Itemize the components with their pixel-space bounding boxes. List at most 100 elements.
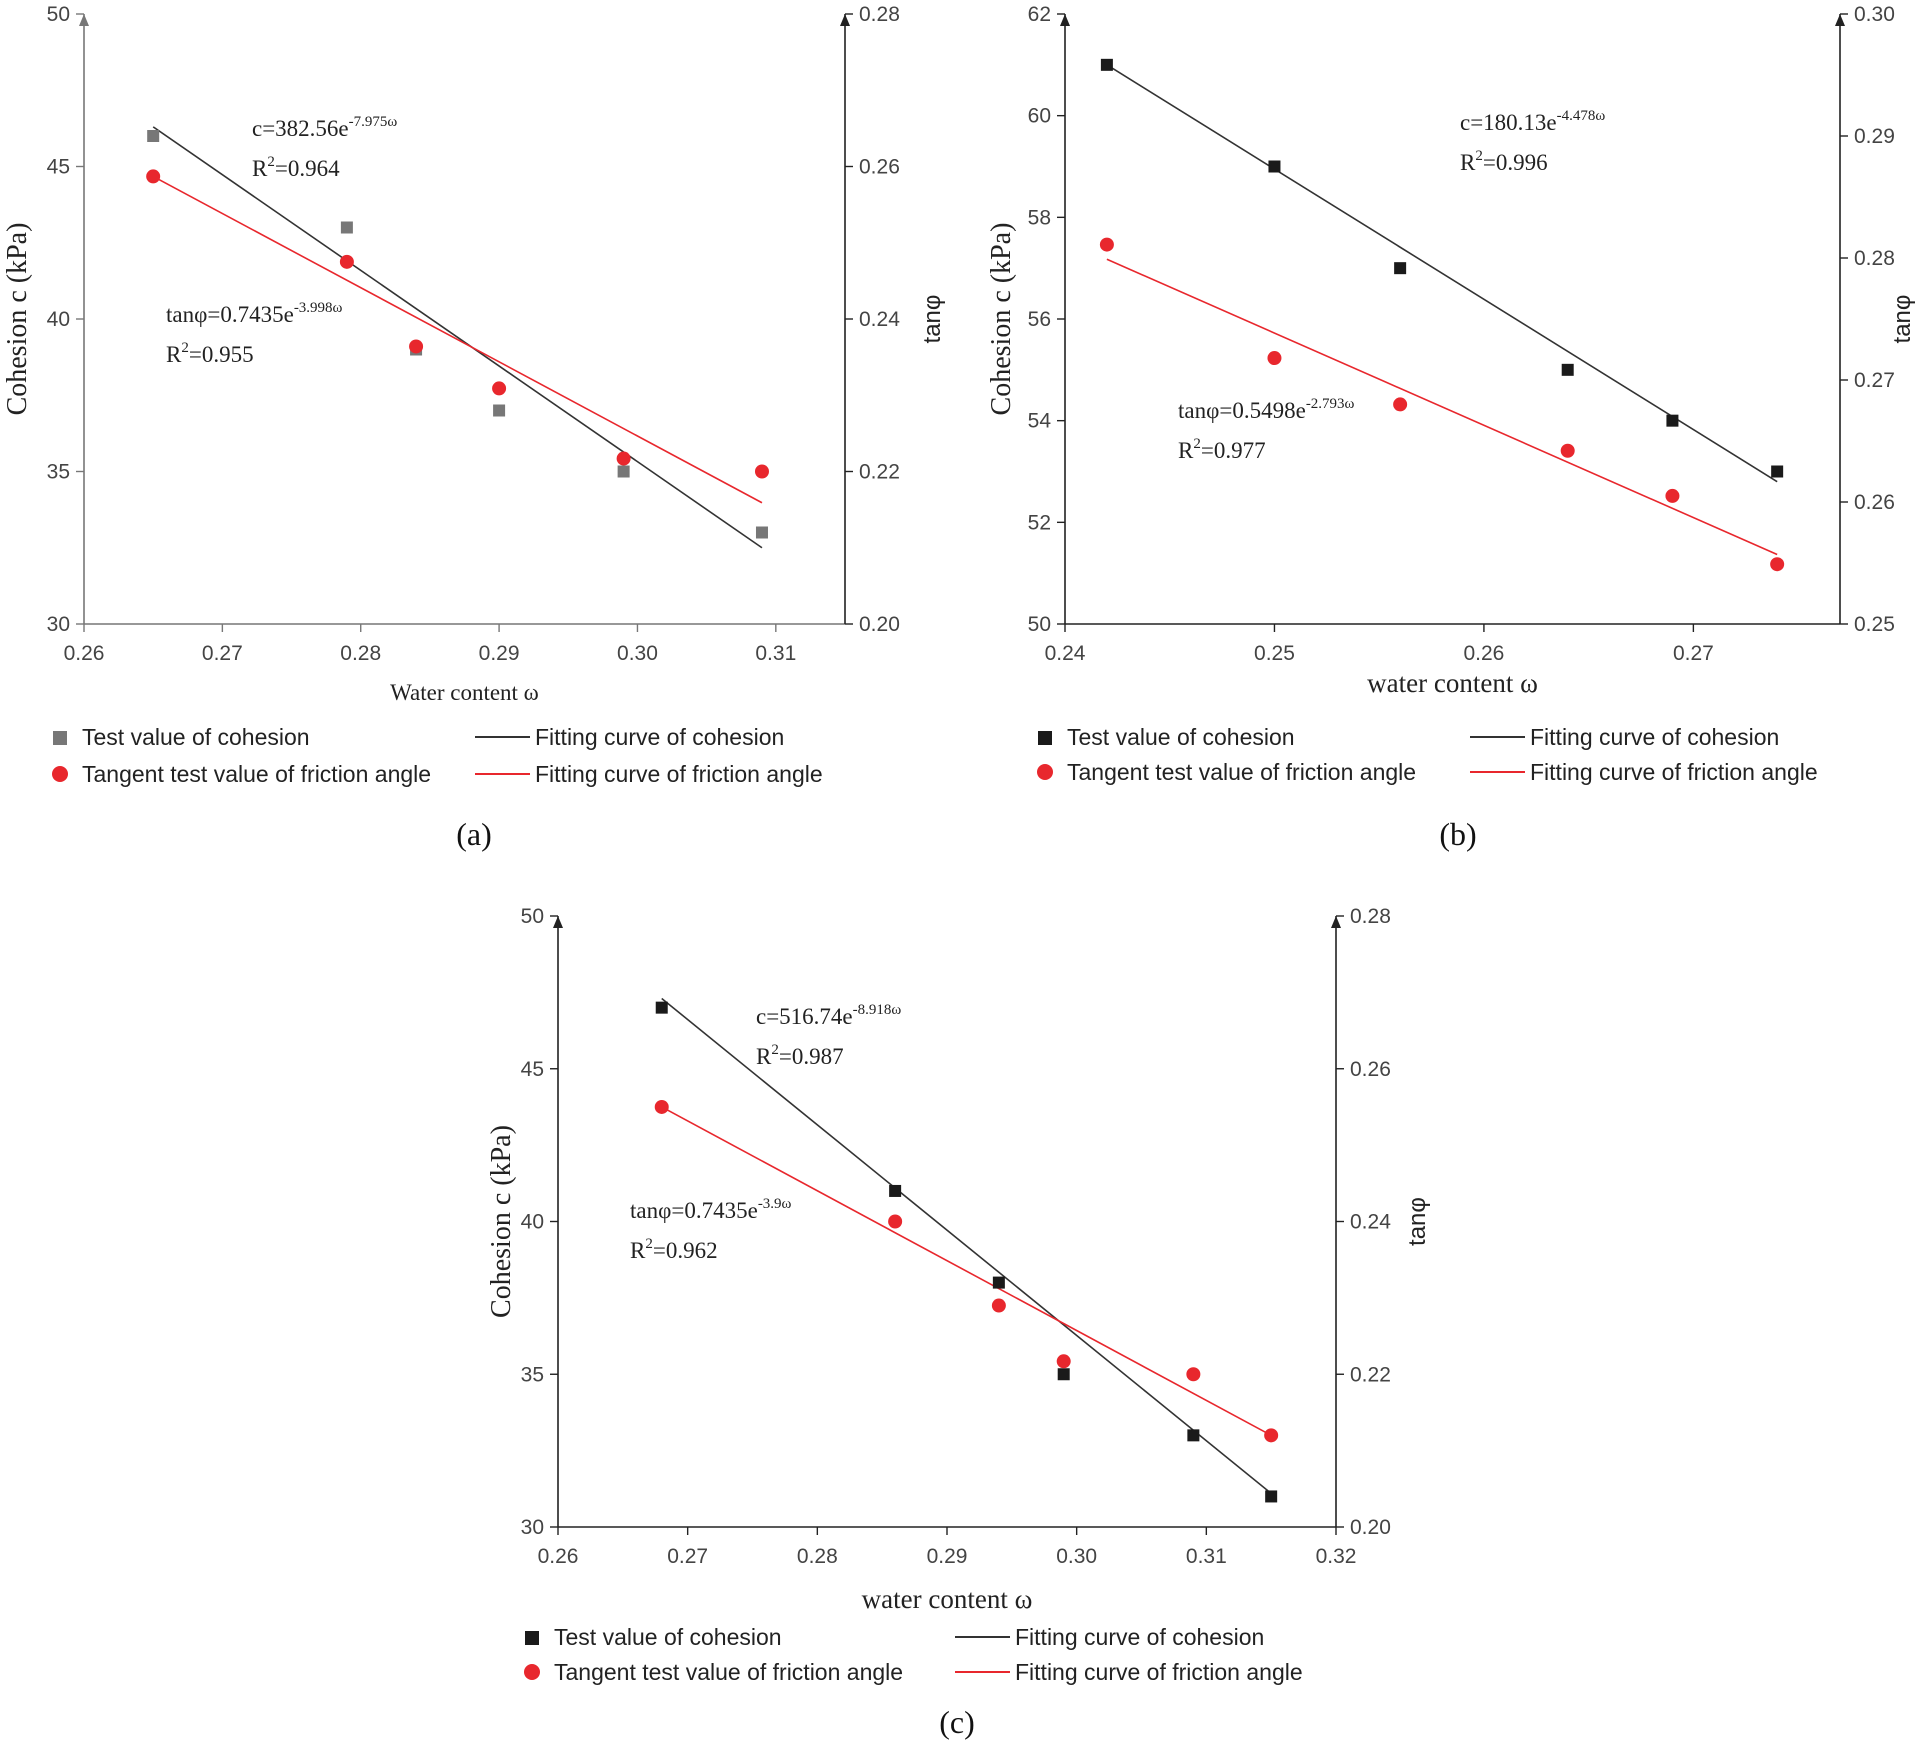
- friction-point: [146, 169, 161, 184]
- chart-panel-c: 0.26 0.27 0.28 0.29 0.30 0.31 0.32 30 35 40 45 50 0.…: [486, 905, 1431, 1740]
- right-y-axis-title: tanφ: [1404, 1197, 1431, 1246]
- friction-fit-line: [1106, 258, 1778, 556]
- cohesion-point: [1666, 414, 1679, 427]
- right-y-tick-label: 0.24: [1350, 1211, 1391, 1234]
- left-y-tick-label: 60: [1028, 105, 1051, 128]
- friction-r-squared: R2=0.977: [1178, 436, 1266, 463]
- x-tick-label: 0.28: [340, 642, 381, 665]
- left-y-axis-title: Cohesion c (kPa): [2, 223, 33, 416]
- r-squared-base: R: [630, 1238, 646, 1263]
- left-axis-arrow-icon: [553, 916, 563, 928]
- friction-point: [1665, 488, 1680, 503]
- friction-fit-line: [661, 1106, 1272, 1437]
- legend-friction-marker: [524, 1664, 540, 1680]
- legend-friction-fit-label: Fitting curve of friction angle: [1015, 1659, 1303, 1685]
- cohesion-point: [1771, 465, 1784, 478]
- cohesion-equation: c=180.13e-4.478ω: [1460, 108, 1605, 135]
- equation-exponent: -7.975ω: [349, 114, 398, 130]
- friction-equation: tanφ=0.7435e-3.9ω: [630, 1196, 792, 1223]
- cohesion-point: [992, 1276, 1005, 1289]
- r-squared-base: R: [1460, 150, 1476, 175]
- r-squared-value: =0.964: [275, 156, 340, 181]
- friction-point: [1056, 1354, 1071, 1369]
- cohesion-fit-line: [1106, 64, 1778, 483]
- right-axis-arrow-icon: [1835, 14, 1845, 26]
- friction-point: [1770, 557, 1785, 572]
- r-squared-superscript: 2: [267, 154, 275, 170]
- legend: Test value of cohesion Tangent test value…: [524, 1624, 1303, 1685]
- panel-label: (b): [1439, 816, 1476, 852]
- cohesion-fit-line: [152, 126, 763, 549]
- left-y-tick-label: 40: [521, 1211, 544, 1234]
- cohesion-equation: c=382.56e-7.975ω: [252, 114, 397, 141]
- cohesion-r-squared: R2=0.987: [756, 1042, 844, 1069]
- x-tick-label: 0.31: [755, 642, 796, 665]
- legend: Test value of cohesion Tangent test value…: [52, 724, 823, 787]
- r-squared-base: R: [756, 1044, 772, 1069]
- equation-base: c=382.56e: [252, 116, 349, 141]
- right-y-tick-label: 0.20: [1350, 1516, 1391, 1539]
- right-y-tick-label: 0.26: [859, 156, 900, 179]
- right-y-axis-title: tanφ: [1889, 295, 1916, 344]
- x-tick-label: 0.26: [1463, 642, 1504, 665]
- cohesion-r-squared: R2=0.964: [252, 154, 340, 181]
- cohesion-r-squared: R2=0.996: [1460, 148, 1548, 175]
- equation-exponent: -3.998ω: [294, 300, 343, 316]
- r-squared-base: R: [1178, 438, 1194, 463]
- equation-exponent: -2.793ω: [1306, 396, 1355, 412]
- left-y-tick-label: 35: [521, 1363, 544, 1386]
- legend-friction-test-label: Tangent test value of friction angle: [554, 1659, 903, 1685]
- legend-friction-fit-label: Fitting curve of friction angle: [1530, 759, 1818, 785]
- cohesion-point: [1265, 1490, 1278, 1503]
- left-y-tick-label: 45: [521, 1058, 544, 1081]
- left-y-tick-label: 35: [47, 461, 70, 484]
- legend-cohesion-test-label: Test value of cohesion: [1067, 724, 1295, 750]
- left-y-tick-label: 50: [1028, 613, 1051, 636]
- friction-point: [1393, 397, 1408, 412]
- x-tick-label: 0.30: [1056, 1545, 1097, 1568]
- chart-panel-a: 0.26 0.27 0.28 0.29 0.30 0.31 30 35 40 45 50 0.20 0.…: [2, 3, 946, 852]
- friction-equation: tanφ=0.7435e-3.998ω: [166, 300, 343, 327]
- r-squared-base: R: [252, 156, 268, 181]
- legend-cohesion-marker: [525, 1631, 539, 1645]
- x-tick-label: 0.30: [617, 642, 658, 665]
- legend-friction-fit-label: Fitting curve of friction angle: [535, 761, 823, 787]
- right-axis-arrow-icon: [840, 14, 850, 26]
- r-squared-superscript: 2: [1475, 148, 1483, 164]
- cohesion-point: [1561, 363, 1574, 376]
- friction-r-squared: R2=0.955: [166, 340, 254, 367]
- x-tick-label: 0.27: [202, 642, 243, 665]
- x-tick-label: 0.29: [479, 642, 520, 665]
- friction-point: [1186, 1367, 1201, 1382]
- friction-point: [888, 1214, 903, 1229]
- cohesion-point: [1057, 1368, 1070, 1381]
- left-y-tick-label: 52: [1028, 511, 1051, 534]
- friction-point: [754, 464, 769, 479]
- left-y-tick-label: 40: [47, 308, 70, 331]
- x-tick-label: 0.32: [1316, 1545, 1357, 1568]
- r-squared-value: =0.962: [653, 1238, 718, 1263]
- legend-friction-marker: [52, 766, 68, 782]
- friction-point: [1099, 237, 1114, 252]
- friction-fit-line: [152, 175, 763, 504]
- r-squared-value: =0.996: [1483, 150, 1548, 175]
- left-y-tick-label: 50: [521, 905, 544, 928]
- legend-cohesion-fit-label: Fitting curve of cohesion: [535, 724, 784, 750]
- friction-point: [1267, 351, 1282, 366]
- friction-point: [1560, 443, 1575, 458]
- legend-cohesion-fit-label: Fitting curve of cohesion: [1530, 724, 1779, 750]
- right-y-tick-label: 0.28: [1350, 905, 1391, 928]
- friction-equation: tanφ=0.5498e-2.793ω: [1178, 396, 1355, 423]
- cohesion-point: [1100, 58, 1113, 71]
- cohesion-point: [147, 130, 160, 142]
- r-squared-value: =0.987: [779, 1044, 844, 1069]
- panel-label: (c): [939, 1704, 975, 1740]
- left-y-tick-label: 62: [1028, 3, 1051, 26]
- x-tick-label: 0.28: [797, 1545, 838, 1568]
- equation-exponent: -3.9ω: [758, 1196, 792, 1212]
- equation-base: c=180.13e: [1460, 110, 1557, 135]
- r-squared-superscript: 2: [771, 1042, 779, 1058]
- chart-panel-b: 0.24 0.25 0.26 0.27 50 52 54 56 58 60 62 0.25 0.26 0.…: [986, 3, 1916, 852]
- right-y-tick-label: 0.27: [1854, 369, 1895, 392]
- x-tick-label: 0.27: [667, 1545, 708, 1568]
